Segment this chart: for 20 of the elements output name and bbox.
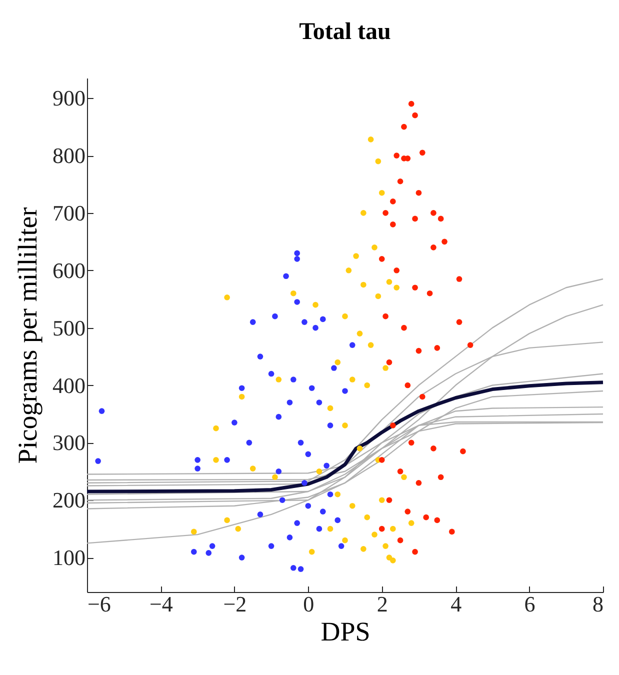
y-tick-label: 300	[52, 430, 86, 456]
x-tick-label: 6	[524, 592, 536, 616]
x-tick-label: −2	[223, 592, 247, 616]
x-tick-label: −4	[150, 592, 173, 616]
x-tick-label: 8	[592, 592, 604, 616]
x-axis-title: DPS	[320, 616, 370, 646]
chart-title: Total tau	[299, 19, 391, 45]
y-tick-label: 500	[52, 315, 86, 340]
y-axis-title: Picograms per milliliter	[12, 207, 42, 464]
y-tick-label: 400	[52, 372, 86, 398]
x-tick-label: 0	[303, 592, 314, 616]
y-tick-label: 100	[52, 545, 86, 570]
x-tick-label: 4	[450, 592, 462, 616]
x-tick-label: −6	[88, 592, 111, 616]
y-tick-label: 600	[52, 258, 86, 283]
y-tick-label: 700	[52, 200, 86, 226]
y-tick-label: 900	[52, 86, 86, 111]
x-tick-label: 2	[376, 592, 388, 616]
y-tick-label: 200	[52, 488, 86, 513]
y-tick-label: 800	[52, 143, 86, 168]
